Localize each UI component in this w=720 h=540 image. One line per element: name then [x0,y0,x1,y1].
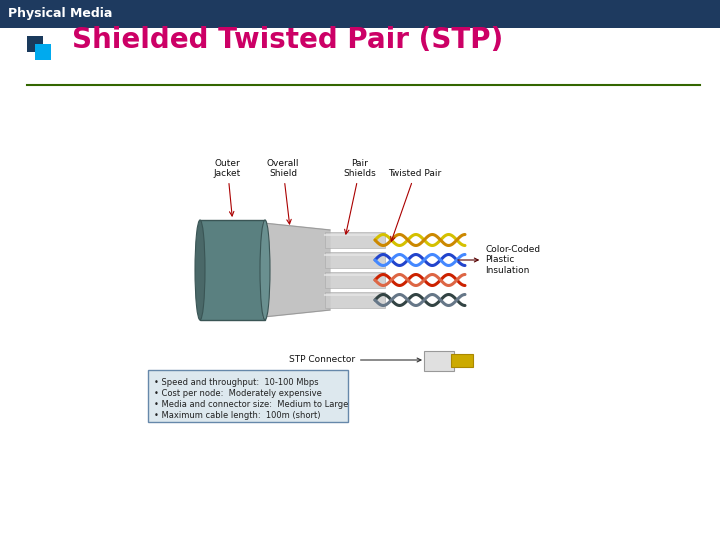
Bar [325,272,385,288]
Bar [325,292,385,308]
Bar [0,0,720,28]
Text: • Cost per node:  Moderately expensive: • Cost per node: Moderately expensive [154,389,322,398]
Text: Outer
Jacket: Outer Jacket [214,159,241,216]
Text: • Media and connector size:  Medium to Large: • Media and connector size: Medium to La… [154,400,348,409]
Text: • Speed and throughput:  10-100 Mbps: • Speed and throughput: 10-100 Mbps [154,378,319,387]
Bar [35,44,51,60]
Text: Shielded Twisted Pair (STP): Shielded Twisted Pair (STP) [72,26,503,54]
Bar [325,232,385,248]
Bar [451,354,473,367]
Bar [148,370,348,422]
Text: Physical Media: Physical Media [8,8,112,21]
Ellipse shape [260,220,270,320]
Text: • Maximum cable length:  100m (short): • Maximum cable length: 100m (short) [154,411,320,420]
Text: STP Connector: STP Connector [289,355,421,364]
Text: Color-Coded
Plastic
Insulation: Color-Coded Plastic Insulation [458,245,540,275]
Polygon shape [263,223,330,317]
Ellipse shape [195,220,205,320]
Bar [325,252,385,268]
Text: Overall
Shield: Overall Shield [266,159,300,224]
Bar [27,36,43,52]
Text: Pair
Shields: Pair Shields [343,159,377,234]
Text: Twisted Pair: Twisted Pair [388,169,441,241]
Bar [200,220,265,320]
FancyBboxPatch shape [424,351,454,371]
